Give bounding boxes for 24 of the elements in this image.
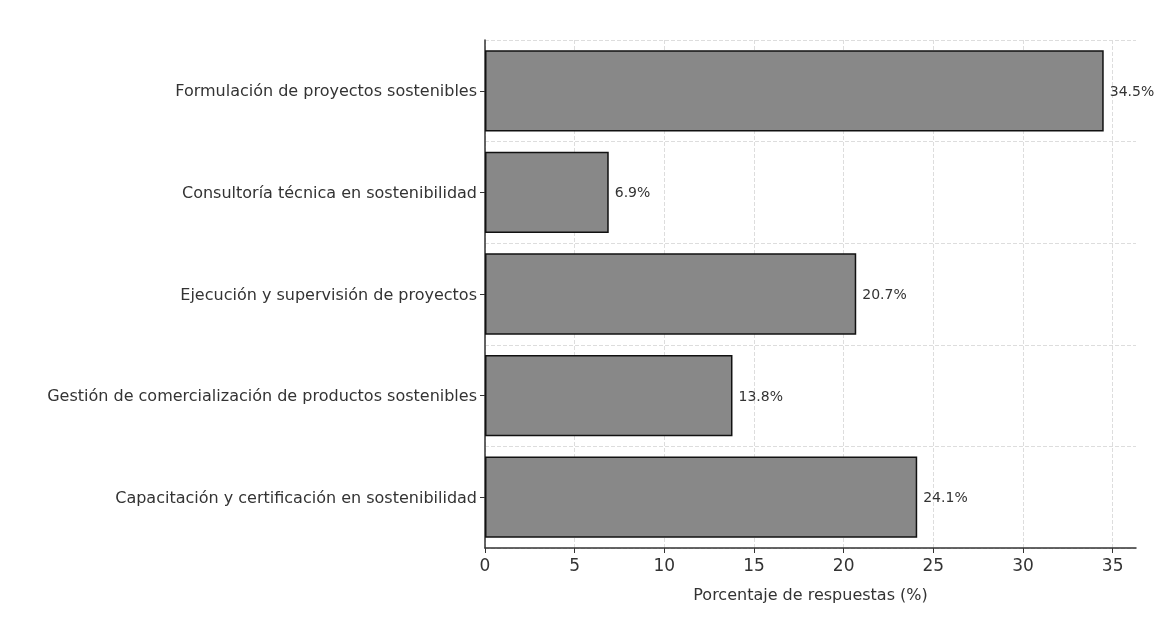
y-tick-label: Consultoría técnica en sostenibilidad	[181, 182, 477, 202]
y-tick-label: Gestión de comercialización de productos sostenibles	[47, 386, 477, 406]
bar	[485, 50, 1104, 132]
x-tick-label: 20	[832, 554, 855, 575]
x-tick-label: 15	[743, 554, 765, 575]
data-label: 13.8%	[738, 387, 783, 404]
x-tick-label: 10	[653, 554, 676, 575]
data-label: 20.7%	[862, 286, 907, 302]
bar	[485, 456, 918, 538]
bar	[485, 151, 609, 234]
y-tick-label: Formulación de proyectos sostenibles	[175, 81, 477, 101]
x-tick-label: 35	[1101, 554, 1124, 575]
data-label: 24.1%	[923, 489, 968, 506]
x-tick-label: 30	[1012, 554, 1034, 575]
data-label: 34.5%	[1109, 82, 1155, 99]
x-tick-label: 5	[569, 554, 581, 575]
x-tick-label: 0	[479, 554, 491, 575]
y-tick-label: Capacitación y certificación en sostenibilidad	[115, 487, 477, 507]
bar	[485, 354, 733, 437]
x-axis-title: Porcentaje de respuestas (%)	[693, 584, 928, 604]
y-tick-label: Ejecución y supervisión de proyectos	[180, 284, 477, 304]
data-label: 6.9%	[614, 184, 651, 201]
x-tick-label: 25	[922, 554, 945, 575]
bar	[485, 253, 857, 335]
